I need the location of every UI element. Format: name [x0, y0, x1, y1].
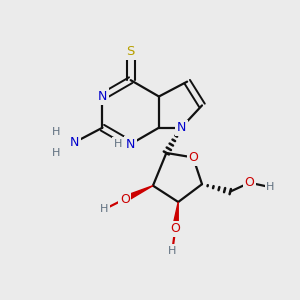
Text: O: O: [170, 222, 180, 235]
Text: H: H: [52, 148, 61, 158]
Text: H: H: [100, 204, 108, 214]
Text: H: H: [52, 127, 61, 137]
Text: O: O: [120, 193, 130, 206]
Text: H: H: [114, 139, 122, 149]
Text: N: N: [126, 138, 135, 151]
Text: S: S: [127, 45, 135, 58]
Polygon shape: [124, 186, 153, 202]
Text: H: H: [266, 182, 275, 192]
Text: O: O: [244, 176, 254, 189]
Text: O: O: [188, 151, 198, 164]
Text: N: N: [176, 121, 186, 134]
Text: H: H: [168, 246, 176, 256]
Text: N: N: [98, 90, 107, 103]
Text: N: N: [70, 136, 79, 149]
Polygon shape: [172, 202, 178, 229]
